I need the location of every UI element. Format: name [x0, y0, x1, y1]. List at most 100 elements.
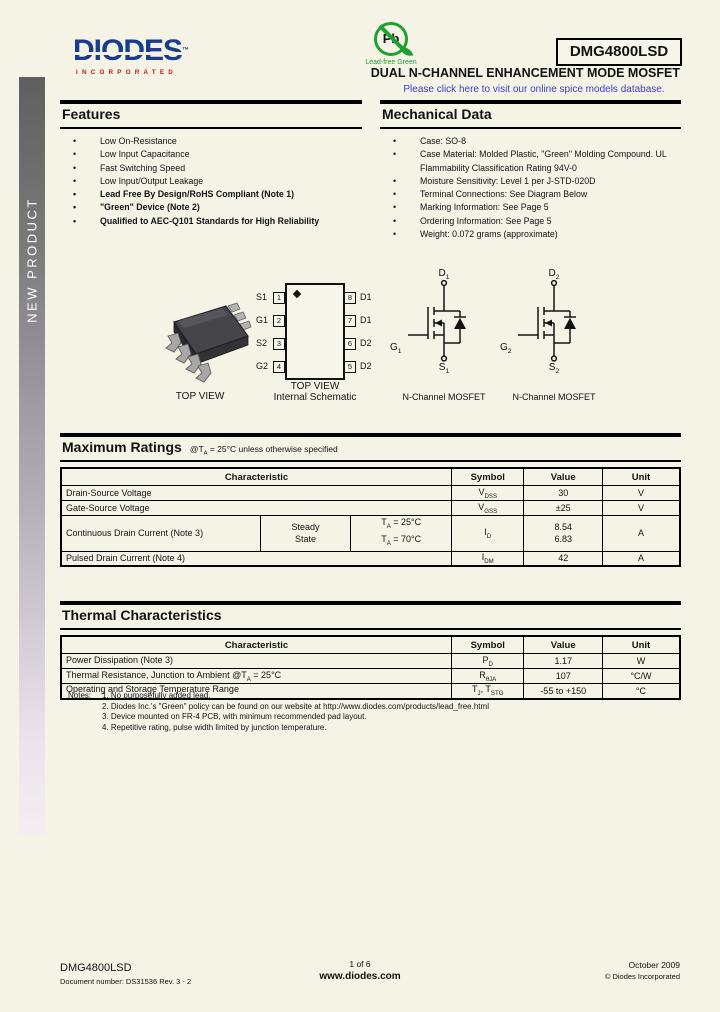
mosfet-schematic-icon [518, 279, 576, 362]
thermal-characteristics-section: Thermal Characteristics Characteristic S… [60, 601, 681, 700]
pin-number: 3 [273, 338, 285, 350]
condition-cell: TA = 25°C TA = 70°C [350, 515, 453, 552]
thermal-heading: Thermal Characteristics [60, 601, 681, 630]
mosfet-symbol-1: D1 G1 [388, 268, 500, 408]
pinout-caption: TOP VIEW Internal Schematic [273, 381, 357, 403]
feature-item: Qualified to AEC-Q101 Standards for High… [60, 215, 362, 229]
mechanical-data-heading: Mechanical Data [380, 100, 681, 129]
table-row: Power Dissipation (Note 3) PD 1.17 W [60, 653, 681, 669]
feature-item: Fast Switching Speed [60, 162, 362, 176]
pin1-marker-icon [292, 289, 302, 299]
trademark-mark: ™ [182, 47, 189, 54]
ratings-condition: @TA = 25°C unless otherwise specified [189, 444, 338, 457]
lead-free-logo: Pb Lead-free Green [360, 22, 422, 66]
maximum-ratings-heading: Maximum Ratings @TA = 25°C unless otherwi… [60, 433, 681, 462]
symbol-cell: RθJA [451, 668, 525, 684]
feature-item: "Green" Device (Note 2) [60, 201, 362, 215]
page-indicator: 1 of 6 [349, 959, 371, 969]
notes-block: Notes: 1. No purposefully added lead. 2.… [68, 691, 628, 733]
mechanical-data-list: Case: SO-8 Case Material: Molded Plastic… [380, 135, 681, 242]
lead-free-caption: Lead-free Green [365, 59, 417, 66]
website-link[interactable]: www.diodes.com [319, 971, 401, 982]
table-header-row: Characteristic Symbol Value Unit [60, 635, 681, 654]
gate-terminal-label: G2 [500, 342, 512, 355]
notes-label: Notes: [68, 691, 92, 700]
table-row: Drain-Source Voltage VDSS 30 V [60, 485, 681, 501]
pin-label: D1 [360, 292, 372, 302]
source-terminal-label: S1 [438, 362, 450, 375]
thermal-table: Characteristic Symbol Value Unit Power D… [60, 635, 681, 700]
pin-label: S1 [256, 292, 268, 302]
feature-item: Low Input Capacitance [60, 148, 362, 162]
pb-free-icon: Pb [374, 22, 414, 59]
feature-item: Low Input/Output Leakage [60, 175, 362, 189]
footer-center: 1 of 6 www.diodes.com [260, 959, 460, 982]
mechanical-item: Marking Information: See Page 5 [380, 201, 681, 215]
pin-label: D1 [360, 315, 372, 325]
pin-label: S2 [256, 338, 268, 348]
value-cell: 8.54 6.83 [523, 515, 603, 552]
logo-stripe [74, 52, 182, 55]
footer-right: October 2009 © Diodes Incorporated [605, 960, 680, 981]
pin-number: 8 [344, 292, 356, 304]
note-item: 1. No purposefully added lead. [102, 691, 211, 700]
diodes-logo-subtext: INCORPORATED [76, 69, 178, 76]
features-list: Low On-Resistance Low Input Capacitance … [60, 135, 362, 228]
pin-number: 5 [344, 361, 356, 373]
drain-terminal-label: D1 [438, 268, 450, 281]
symbol-cell: TJ, TSTG [451, 683, 525, 699]
mechanical-item: Case: SO-8 [380, 135, 681, 149]
logo-wordmark: DIODES [73, 34, 183, 67]
feature-item: Low On-Resistance [60, 135, 362, 149]
pin-number: 1 [273, 292, 285, 304]
pinout-body [285, 283, 345, 380]
pinout-diagram: S1 1 G1 2 S2 3 G2 4 8 D1 7 D1 6 D2 5 D2 … [248, 283, 388, 403]
mechanical-item: Ordering Information: See Page 5 [380, 215, 681, 229]
table-row: Gate-Source Voltage VGSS ±25 V [60, 500, 681, 516]
mechanical-item: Weight: 0.072 grams (approximate) [380, 228, 681, 242]
mosfet-schematic-icon [408, 279, 466, 362]
symbol-cell: ID [451, 515, 525, 552]
source-terminal-label: S2 [548, 362, 560, 375]
mechanical-item: Case Material: Molded Plastic, "Green" M… [380, 148, 681, 175]
mechanical-item: Moisture Sensitivity: Level 1 per J-STD-… [380, 175, 681, 189]
mosfet-caption: N-Channel MOSFET [402, 392, 486, 402]
notes-list: 1. No purposefully added lead. 2. Diodes… [102, 691, 489, 733]
mechanical-data-section: Mechanical Data Case: SO-8 Case Material… [380, 100, 681, 242]
symbol-cell: IDM [451, 550, 525, 567]
pin-label: G2 [256, 361, 269, 371]
feature-item: Lead Free By Design/RoHS Compliant (Note… [60, 188, 362, 202]
table-row: Operating and Storage Temperature Range … [60, 683, 681, 699]
note-item: 3. Device mounted on FR-4 PCB, with mini… [102, 712, 367, 721]
note-item: 4. Repetitive rating, pulse width limite… [102, 722, 327, 732]
features-heading: Features [60, 100, 362, 129]
mechanical-item: Terminal Connections: See Diagram Below [380, 188, 681, 202]
pin-number: 2 [273, 315, 285, 327]
features-section: Features Low On-Resistance Low Input Cap… [60, 100, 362, 228]
pin-label: D2 [360, 361, 372, 371]
symbol-cell: VGSS [451, 500, 525, 516]
mosfet-symbol-2: D2 G2 [498, 268, 610, 408]
new-product-label: NEW PRODUCT [24, 197, 40, 323]
mode-cell: Steady State [259, 515, 352, 552]
new-product-banner: NEW PRODUCT [19, 77, 45, 835]
table-row: Pulsed Drain Current (Note 4) IDM 42 A [60, 550, 681, 567]
diodes-logo: DIODES™ INCORPORATED [73, 36, 203, 77]
diodes-logo-text: DIODES™ [73, 36, 203, 66]
footer-copyright: © Diodes Incorporated [604, 972, 680, 981]
footer-part-number: DMG4800LSD [60, 962, 132, 974]
spice-models-link[interactable]: Please click here to visit our online sp… [403, 84, 665, 95]
maximum-ratings-section: Maximum Ratings @TA = 25°C unless otherwi… [60, 433, 681, 568]
pin-number: 7 [344, 315, 356, 327]
part-number-box: DMG4800LSD [556, 38, 682, 66]
note-item: 2. Diodes Inc.'s "Green" policy can be f… [102, 701, 489, 711]
pin-label: G1 [256, 315, 269, 325]
mosfet-caption: N-Channel MOSFET [512, 392, 596, 402]
document-title: DUAL N-CHANNEL ENHANCEMENT MODE MOSFET [370, 66, 680, 80]
table-header-row: Characteristic Symbol Value Unit [60, 467, 681, 486]
symbol-cell: PD [451, 653, 525, 669]
package-caption: TOP VIEW [175, 391, 225, 402]
table-row: Thermal Resistance, Junction to Ambient … [60, 668, 681, 684]
footer-date: October 2009 [628, 960, 680, 970]
pin-number: 4 [273, 361, 285, 373]
